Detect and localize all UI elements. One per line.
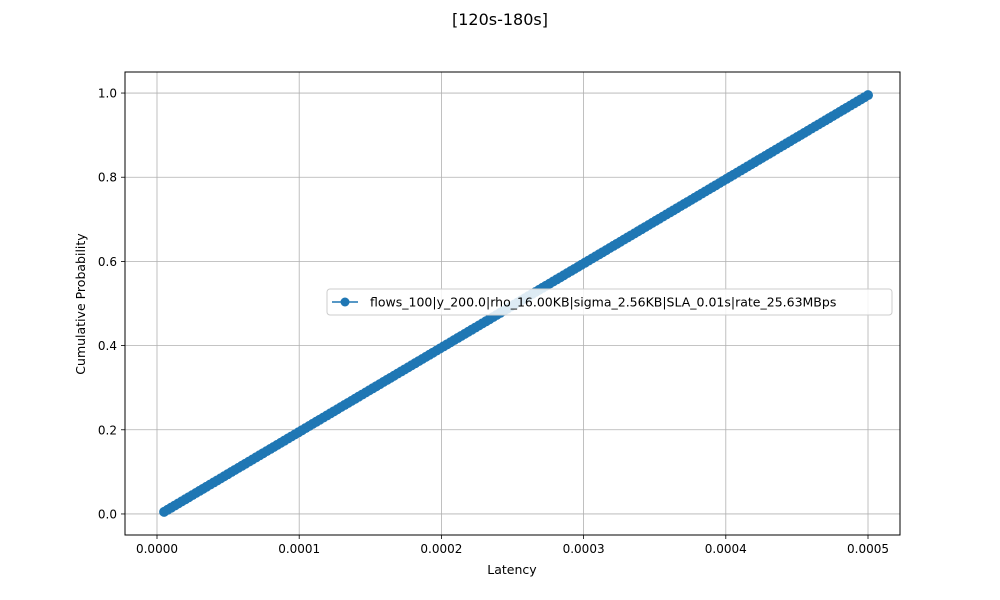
y-axis-label: Cumulative Probability (73, 233, 88, 375)
y-tick-label: 0.8 (98, 171, 117, 185)
x-tick-label: 0.0000 (136, 542, 178, 556)
x-tick-label: 0.0001 (278, 542, 320, 556)
legend[interactable]: flows_100|y_200.0|rho_16.00KB|sigma_2.56… (326, 288, 893, 316)
y-tick-label: 1.0 (98, 87, 117, 101)
data-point (863, 90, 873, 101)
y-tick-label: 0.6 (98, 255, 117, 269)
y-tick-label: 0.4 (98, 339, 117, 353)
plot-area-frame (124, 71, 901, 536)
x-tick-label: 0.0002 (420, 542, 462, 556)
chart-title: [120s-180s] (452, 10, 548, 29)
y-tick-label: 0.0 (98, 507, 117, 521)
legend-label: flows_100|y_200.0|rho_16.00KB|sigma_2.56… (370, 295, 836, 310)
y-tick-label: 0.2 (98, 423, 117, 437)
x-tick-label: 0.0005 (847, 542, 889, 556)
y-axis-ticks: 0.0 0.2 0.4 0.6 0.8 1.0 (98, 87, 125, 521)
x-tick-label: 0.0004 (705, 542, 747, 556)
legend-marker-swatch (340, 297, 350, 307)
legend-box (326, 288, 893, 316)
x-axis-label: Latency (487, 562, 537, 577)
x-axis-ticks: 0.0000 0.0001 0.0002 0.0003 0.0004 0.0005 (136, 535, 889, 556)
x-tick-label: 0.0003 (563, 542, 605, 556)
